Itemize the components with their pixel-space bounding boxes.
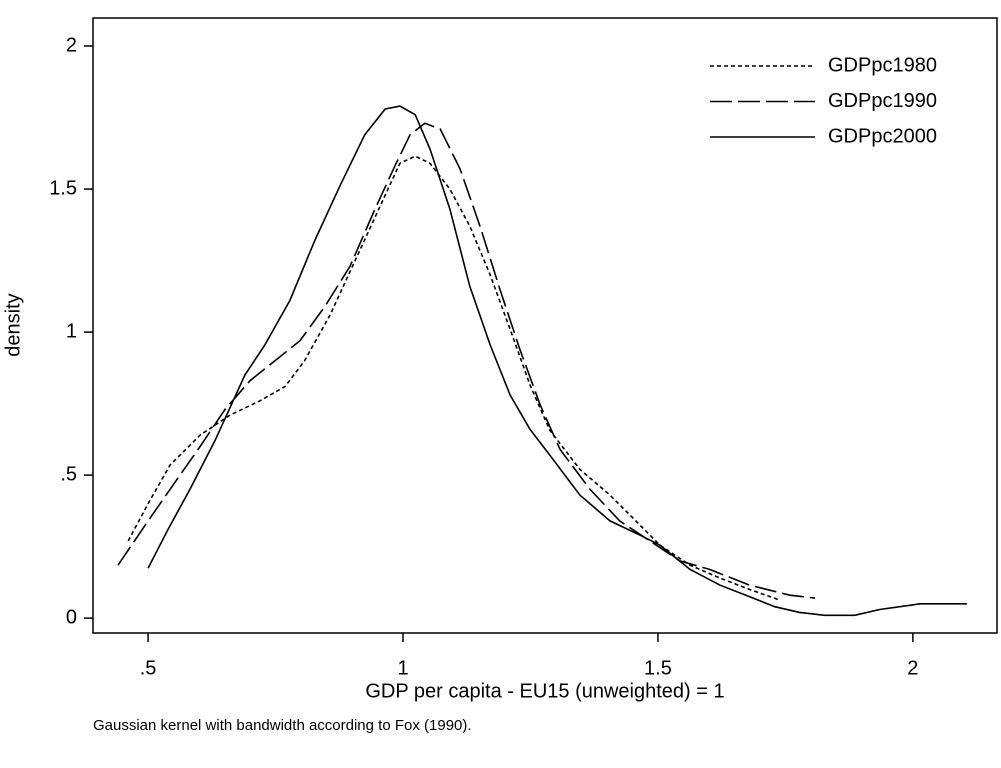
x-tick-label: 1.5: [644, 657, 672, 679]
x-axis-title: GDP per capita - EU15 (unweighted) = 1: [365, 680, 724, 702]
density-line: [117, 122, 816, 599]
y-tick-label: 2: [66, 34, 77, 56]
y-tick-label: .5: [60, 463, 77, 485]
plot-frame: [92, 17, 998, 634]
x-tick-label: 2: [907, 657, 918, 679]
y-tick-label: 0: [66, 606, 77, 628]
x-tick-label: 1: [397, 657, 408, 679]
y-axis-title: density: [2, 293, 24, 356]
density-line: [147, 105, 967, 617]
density-line: [127, 155, 781, 601]
legend-label: GDPpc2000: [828, 125, 937, 147]
x-tick-label: .5: [140, 657, 157, 679]
y-tick-label: 1: [66, 320, 77, 342]
legend-label: GDPpc1990: [828, 90, 937, 112]
legend-label: GDPpc1980: [828, 54, 937, 76]
y-tick-label: 1.5: [49, 177, 77, 199]
note: Gaussian kernel with bandwidth according…: [93, 717, 472, 734]
